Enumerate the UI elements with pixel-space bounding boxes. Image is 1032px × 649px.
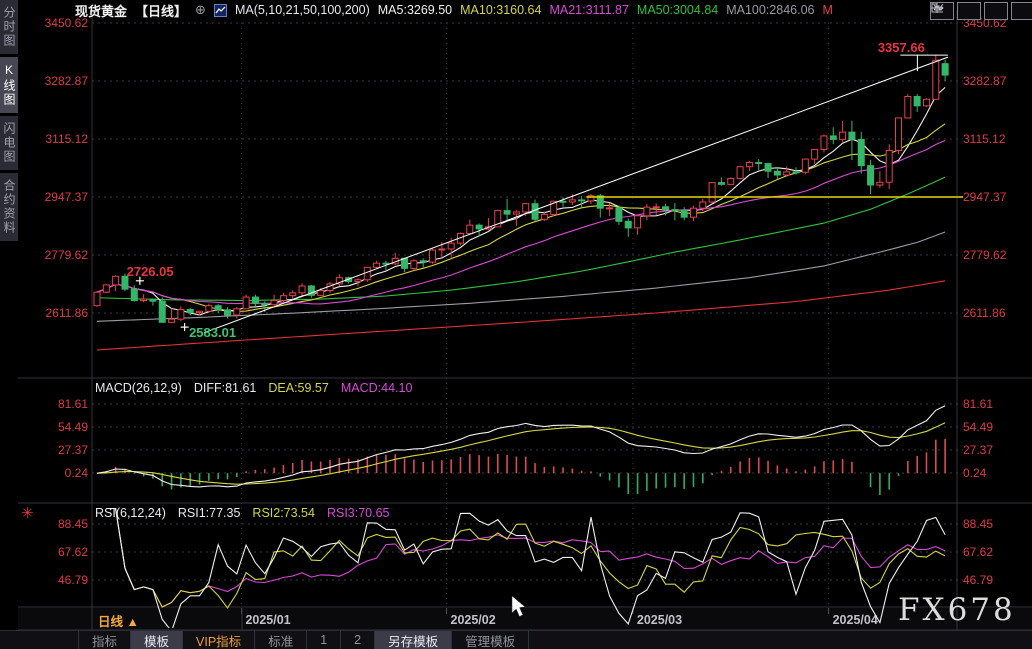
macd-params-label: MACD(26,12,9) bbox=[95, 381, 182, 395]
swing-high-annotation: 2726.05 bbox=[127, 264, 174, 279]
trendline[interactable] bbox=[204, 56, 949, 334]
tab-templates[interactable]: 模板 bbox=[131, 631, 184, 649]
fx678-watermark: FX678 bbox=[898, 592, 1016, 628]
macd-dea-value: DEA:59.57 bbox=[268, 381, 329, 395]
indicator-chart-icon[interactable] bbox=[213, 3, 227, 17]
pan-right-tool-icon[interactable] bbox=[931, 2, 1032, 20]
rsi-panel-header: RSI(6,12,24) RSI1:77.35 RSI2:73.54 RSI3:… bbox=[95, 506, 390, 520]
macd-panel[interactable] bbox=[96, 405, 946, 496]
tab-vip-indicators[interactable]: VIP指标 bbox=[183, 631, 256, 649]
y-axis-label: 3282.87 bbox=[963, 74, 1007, 88]
y-axis-label: 54.49 bbox=[963, 420, 993, 434]
sidebar-item-kline-chart[interactable]: K线图 bbox=[0, 57, 18, 113]
peak-price-annotation: 3357.66 bbox=[878, 40, 925, 55]
xaxis-strip bbox=[18, 608, 1032, 630]
chart-type-sidebar: 分时图 K线图 闪电图 合约资料 bbox=[0, 0, 18, 649]
rsi2-line bbox=[106, 507, 946, 609]
sidebar-item-contract-info[interactable]: 合约资料 bbox=[0, 173, 18, 241]
rsi-params-label: RSI(6,12,24) bbox=[95, 506, 166, 520]
ma100-value: MA100:2846.06 bbox=[726, 3, 815, 17]
y-axis-label: 2611.86 bbox=[963, 306, 1006, 320]
indicator-settings-icon[interactable]: ✳ bbox=[21, 505, 34, 522]
rsi3-value: RSI3:70.65 bbox=[326, 506, 390, 520]
y-axis-label: 2947.37 bbox=[45, 190, 89, 204]
sidebar-item-lightning-chart[interactable]: 闪电图 bbox=[0, 116, 18, 170]
y-axis-label: 3115.12 bbox=[46, 132, 89, 146]
macd-value: MACD:44.10 bbox=[340, 381, 413, 395]
macd-diff-value: DIFF:81.61 bbox=[193, 381, 257, 395]
y-axis-label: 3282.87 bbox=[45, 74, 89, 88]
mouse-cursor-icon bbox=[511, 595, 526, 617]
box-zoom-tool-icon[interactable] bbox=[931, 2, 1008, 20]
ma5-value: MA5:3269.50 bbox=[377, 3, 453, 17]
y-axis-label: 81.61 bbox=[963, 397, 993, 411]
y-axis-label: 54.49 bbox=[58, 420, 88, 434]
manage-templates-button[interactable]: 管理模板 bbox=[452, 631, 530, 649]
sidebar-item-time-chart[interactable]: 分时图 bbox=[0, 0, 18, 54]
dea-line bbox=[96, 422, 946, 485]
macd-panel-header: MACD(26,12,9) DIFF:81.61 DEA:59.57 MACD:… bbox=[95, 381, 412, 395]
diff-line bbox=[96, 405, 946, 488]
main-price-panel[interactable] bbox=[93, 55, 949, 351]
candles-layer bbox=[93, 55, 949, 323]
swing-low-annotation: 2583.01 bbox=[189, 325, 236, 340]
x-axis-month-label: 2025/02 bbox=[451, 613, 496, 627]
rsi-panel[interactable] bbox=[106, 507, 946, 632]
y-axis-label: 81.61 bbox=[58, 397, 88, 411]
y-axis-label: 2611.86 bbox=[46, 306, 89, 320]
tab-standard[interactable]: 标准 bbox=[255, 631, 308, 649]
chart-toolbar-icons bbox=[930, 2, 1032, 20]
ma-params-label: MA(5,10,21,50,100,200) bbox=[234, 3, 370, 17]
x-axis-month-label: 2025/01 bbox=[245, 613, 290, 627]
tab-indicators[interactable]: 指标 bbox=[78, 631, 132, 649]
y-axis-label: 2779.62 bbox=[963, 248, 1007, 262]
y-axis-label: 3450.62 bbox=[45, 16, 89, 30]
bottom-toolbar: 指标 模板 VIP指标 标准 1 2 另存模板 管理模板 bbox=[0, 630, 1032, 649]
y-axis-label: 67.62 bbox=[58, 545, 88, 559]
ma100-line bbox=[96, 231, 946, 322]
axis-scale-tool-icon[interactable] bbox=[931, 2, 981, 20]
y-axis-label: 0.24 bbox=[65, 466, 89, 480]
y-axis-label: 0.24 bbox=[963, 466, 987, 480]
y-axis-label: 67.62 bbox=[963, 545, 993, 559]
ma50-value: MA50:3004.84 bbox=[636, 3, 719, 17]
ma200-line bbox=[96, 280, 946, 351]
y-axis-label: 27.37 bbox=[963, 443, 993, 457]
chart-header: 现货黄金 【日线】 ⊕ MA(5,10,21,50,100,200) MA5:3… bbox=[75, 2, 833, 19]
y-axis-label: 2947.37 bbox=[963, 190, 1007, 204]
ma10-value: MA10:3160.64 bbox=[460, 3, 542, 17]
y-axis-label: 88.45 bbox=[963, 517, 993, 531]
symbol-title: 现货黄金 bbox=[75, 3, 128, 19]
tab-template-1[interactable]: 1 bbox=[307, 631, 342, 649]
x-axis-month-label: 2025/04 bbox=[833, 613, 878, 627]
save-template-button[interactable]: 另存模板 bbox=[375, 631, 453, 649]
tab-template-2[interactable]: 2 bbox=[341, 631, 376, 649]
y-axis-label: 46.79 bbox=[963, 573, 993, 587]
ma200-value-truncated: M bbox=[822, 3, 833, 17]
expand-icon[interactable]: ⊕ bbox=[195, 2, 206, 17]
y-axis-label: 88.45 bbox=[58, 517, 88, 531]
rsi1-line bbox=[106, 507, 946, 628]
rsi3-line bbox=[106, 507, 946, 608]
y-axis-label: 2779.62 bbox=[45, 248, 89, 262]
period-selector-button[interactable]: 日线 ▲ bbox=[98, 615, 139, 629]
ma50-line bbox=[96, 176, 946, 302]
ma21-value: MA21:3111.87 bbox=[549, 3, 629, 17]
rsi1-value: RSI1:77.35 bbox=[177, 506, 241, 520]
y-axis-label: 27.37 bbox=[58, 443, 88, 457]
ma21-line bbox=[96, 139, 946, 305]
y-axis-label: 46.79 bbox=[58, 573, 88, 587]
y-axis-label: 3115.12 bbox=[963, 132, 1006, 146]
period-tag: 【日线】 bbox=[135, 3, 188, 19]
rsi2-value: RSI2:73.54 bbox=[252, 506, 315, 520]
x-axis-month-label: 2025/03 bbox=[637, 613, 682, 627]
